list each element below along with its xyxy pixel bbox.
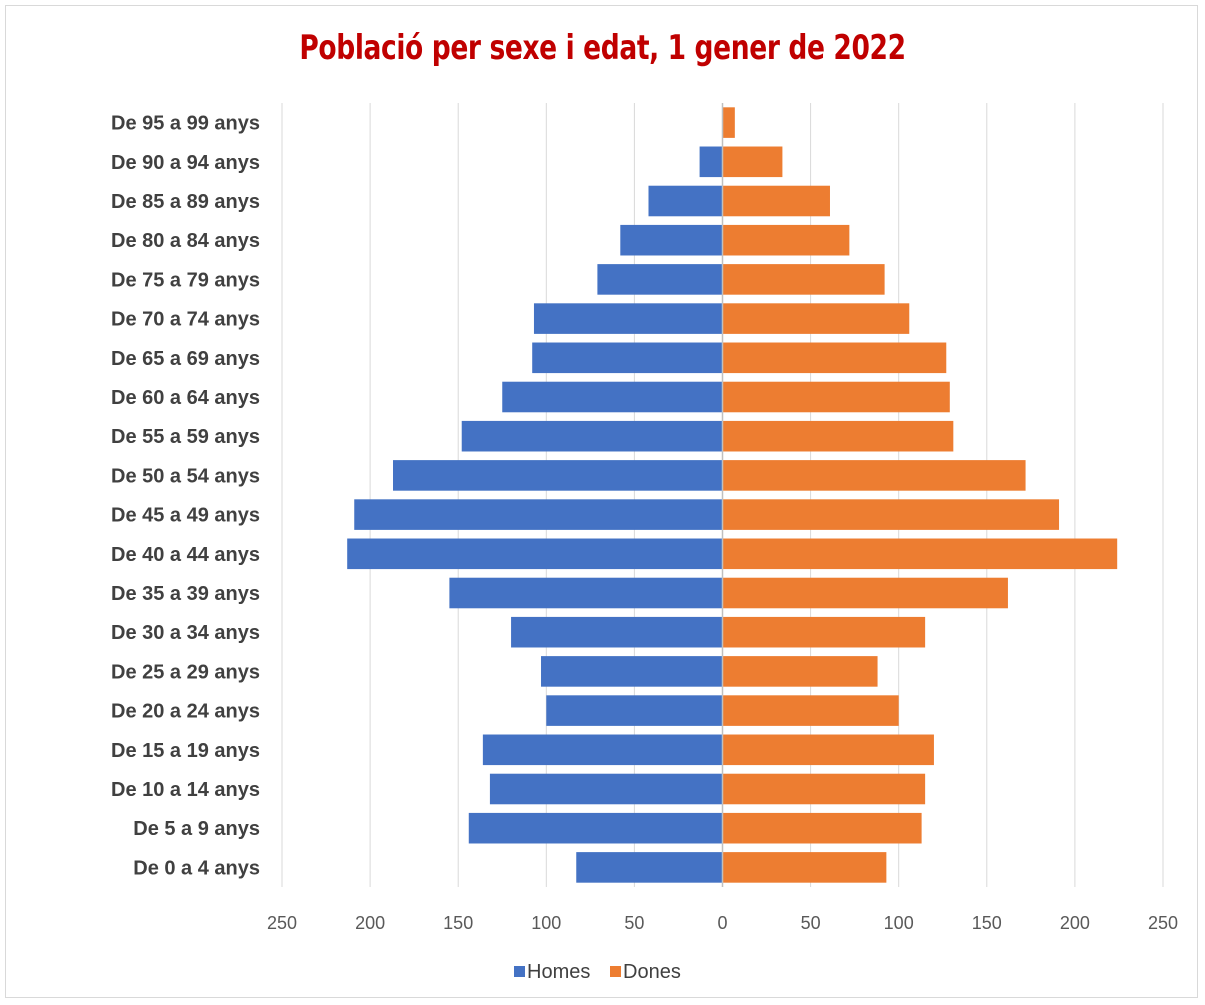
- bar-homes-5: [541, 656, 723, 687]
- category-label: De 0 a 4 anys: [133, 857, 260, 879]
- bar-dones-4: [722, 695, 899, 726]
- bar-dones-15: [722, 264, 885, 295]
- bar-homes-4: [546, 695, 723, 726]
- bar-dones-2: [722, 773, 926, 805]
- category-labels: De 0 a 4 anys De 5 a 9 anys De 10 a 14 any…: [111, 113, 260, 880]
- category-label: De 50 a 54 anys: [111, 465, 260, 487]
- bar-homes-9: [354, 499, 723, 530]
- bar-homes-10: [393, 460, 723, 491]
- bar-dones-14: [722, 303, 910, 334]
- bar-dones-5: [722, 656, 878, 687]
- bar-dones-9: [722, 499, 1060, 530]
- x-tick-label: 200: [355, 913, 385, 933]
- category-label: De 65 a 69 anys: [111, 348, 260, 370]
- chart-title: Població per sexe i edat, 1 gener de 202…: [299, 28, 906, 68]
- category-label: De 15 a 19 anys: [111, 740, 260, 762]
- x-tick-label: 100: [884, 913, 914, 933]
- x-tick-label: 250: [267, 913, 297, 933]
- category-label: De 95 a 99 anys: [111, 113, 260, 135]
- bar-homes-0: [576, 852, 723, 883]
- bar-dones-6: [722, 616, 926, 648]
- bar-homes-17: [648, 185, 723, 217]
- bar-dones-13: [722, 342, 947, 374]
- x-tick-label: 0: [717, 913, 727, 933]
- legend-swatch-dones: [610, 966, 621, 977]
- category-label: De 75 a 79 anys: [111, 269, 260, 291]
- bar-dones-1: [722, 812, 922, 844]
- category-label: De 35 a 39 anys: [111, 583, 260, 605]
- bar-dones-0: [722, 852, 887, 883]
- category-label: De 45 a 49 anys: [111, 505, 260, 527]
- category-label: De 40 a 44 anys: [111, 544, 260, 566]
- legend: Homes Dones: [514, 961, 681, 983]
- bar-homes-18: [699, 146, 723, 178]
- category-label: De 85 a 89 anys: [111, 191, 260, 213]
- bar-homes-1: [468, 812, 723, 844]
- category-label: De 80 a 84 anys: [111, 230, 260, 252]
- bar-dones-19: [722, 107, 735, 138]
- bar-homes-16: [620, 224, 723, 256]
- category-label: De 90 a 94 anys: [111, 152, 260, 174]
- bar-homes-14: [533, 303, 723, 334]
- bar-dones-18: [722, 146, 783, 178]
- legend-swatch-homes: [514, 966, 525, 977]
- x-tick-label: 50: [801, 913, 821, 933]
- bar-dones-3: [722, 734, 934, 766]
- category-label: De 25 a 29 anys: [111, 661, 260, 683]
- x-tick-label: 200: [1060, 913, 1090, 933]
- category-label: De 10 a 14 anys: [111, 779, 260, 801]
- x-tick-labels: 250 200 150 100 50 0 50 100 150 200 250: [267, 913, 1178, 933]
- bar-homes-15: [597, 264, 723, 295]
- bar-dones-10: [722, 460, 1026, 491]
- bar-homes-11: [461, 420, 723, 452]
- x-tick-label: 100: [531, 913, 561, 933]
- bar-dones-12: [722, 381, 950, 413]
- category-label: De 55 a 59 anys: [111, 426, 260, 448]
- bar-homes-3: [482, 734, 723, 766]
- x-tick-label: 150: [972, 913, 1002, 933]
- bar-homes-8: [347, 538, 723, 570]
- bar-dones-8: [722, 538, 1118, 570]
- bar-homes-2: [489, 773, 723, 805]
- bar-dones-17: [722, 185, 830, 217]
- legend-label-dones: Dones: [623, 961, 681, 983]
- bar-dones-16: [722, 224, 850, 256]
- x-tick-label: 250: [1148, 913, 1178, 933]
- bar-homes-7: [449, 577, 723, 609]
- category-label: De 70 a 74 anys: [111, 309, 260, 331]
- x-tick-label: 150: [443, 913, 473, 933]
- legend-label-homes: Homes: [527, 961, 590, 983]
- category-label: De 60 a 64 anys: [111, 387, 260, 409]
- bar-homes-13: [532, 342, 723, 374]
- category-label: De 30 a 34 anys: [111, 622, 260, 644]
- bar-dones-7: [722, 577, 1008, 609]
- category-label: De 5 a 9 anys: [133, 818, 260, 840]
- category-label: De 20 a 24 anys: [111, 701, 260, 723]
- bar-dones-11: [722, 420, 954, 452]
- bar-homes-12: [502, 381, 723, 413]
- x-tick-label: 50: [624, 913, 644, 933]
- bar-homes-6: [511, 616, 723, 648]
- bars: [347, 107, 1118, 883]
